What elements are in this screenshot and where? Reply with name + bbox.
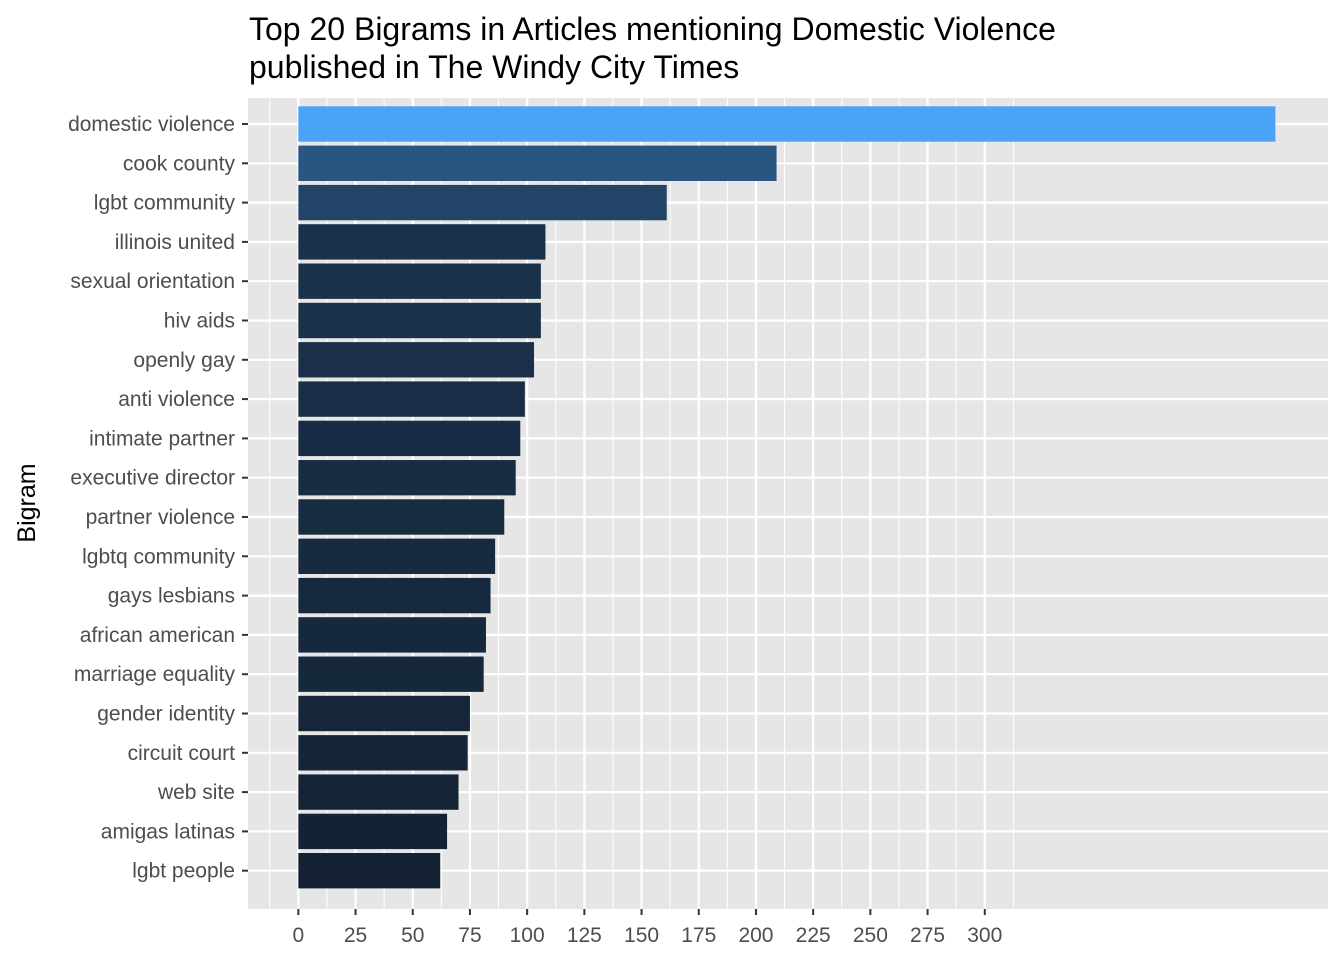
y-axis: domestic violence cook county lgbt communi… xyxy=(68,113,248,883)
y-tick-label: domestic violence xyxy=(68,113,235,136)
bar xyxy=(298,499,505,535)
x-axis: 0 25 50 75 100 125 150 175 200 225 250 275 300 xyxy=(292,909,1002,947)
bar xyxy=(298,263,541,299)
bar xyxy=(298,145,777,181)
bar xyxy=(298,106,1276,142)
y-tick-label: cook county xyxy=(123,152,236,175)
x-tick-label: 175 xyxy=(681,924,716,947)
x-tick-label: 225 xyxy=(796,924,831,947)
bar xyxy=(298,813,448,850)
bar xyxy=(298,460,516,496)
y-tick-label: gender identity xyxy=(97,703,235,726)
x-tick-label: 50 xyxy=(401,924,424,947)
y-tick-label: partner violence xyxy=(86,506,235,529)
bar xyxy=(298,224,546,260)
y-tick-label: amigas latinas xyxy=(101,820,235,843)
bar xyxy=(298,577,491,614)
x-tick-label: 250 xyxy=(853,924,888,947)
chart-title-line-1: Top 20 Bigrams in Articles mentioning Do… xyxy=(249,11,1056,47)
y-tick-label: lgbtq community xyxy=(82,545,235,568)
y-tick-label: web site xyxy=(157,781,235,804)
y-tick-label: hiv aids xyxy=(164,310,235,333)
bar xyxy=(298,774,459,810)
y-tick-label: circuit court xyxy=(128,742,236,765)
bar xyxy=(298,617,486,653)
x-tick-label: 275 xyxy=(910,924,945,947)
y-tick-label: executive director xyxy=(70,467,235,490)
y-tick-label: marriage equality xyxy=(74,663,236,686)
bar xyxy=(298,656,484,692)
x-tick-label: 75 xyxy=(458,924,481,947)
y-tick-label: anti violence xyxy=(118,388,235,411)
y-tick-label: illinois united xyxy=(115,231,235,254)
y-tick-label: lgbt people xyxy=(132,860,235,883)
x-tick-label: 300 xyxy=(967,924,1002,947)
x-tick-label: 125 xyxy=(567,924,602,947)
bar xyxy=(298,853,441,889)
bar xyxy=(298,302,541,339)
x-tick-label: 100 xyxy=(510,924,545,947)
bar xyxy=(298,420,521,457)
chart-title-line-2: published in The Windy City Times xyxy=(249,49,739,85)
bar xyxy=(298,735,468,771)
y-tick-label: sexual orientation xyxy=(70,270,235,293)
y-tick-label: african american xyxy=(80,624,235,647)
x-tick-label: 25 xyxy=(344,924,367,947)
y-tick-label: openly gay xyxy=(133,349,235,372)
y-tick-label: lgbt community xyxy=(94,192,236,215)
bars xyxy=(298,106,1276,889)
bar xyxy=(298,538,496,574)
x-tick-label: 200 xyxy=(738,924,773,947)
y-axis-title: Bigram xyxy=(13,463,41,542)
x-tick-label: 0 xyxy=(292,924,304,947)
bar xyxy=(298,381,525,417)
bar xyxy=(298,342,535,378)
bar xyxy=(298,695,470,732)
y-tick-label: intimate partner xyxy=(89,427,235,450)
bar xyxy=(298,184,667,221)
y-tick-label: gays lesbians xyxy=(108,585,235,608)
x-tick-label: 150 xyxy=(624,924,659,947)
